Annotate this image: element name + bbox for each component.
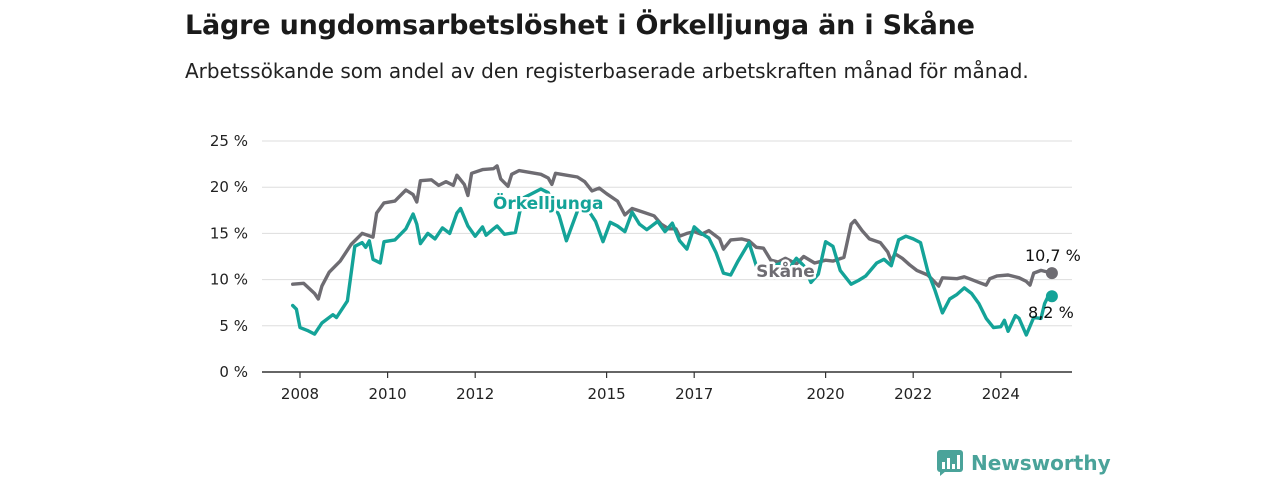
brand-logo: Newsworthy: [937, 448, 1111, 478]
series-labels: 10,7 % 8,2 % Örkelljunga Skåne: [490, 190, 1081, 323]
y-tick-label: 15 %: [210, 224, 248, 242]
end-marker-skane: [1045, 267, 1058, 280]
x-tick-label: 2008: [281, 385, 319, 403]
x-tick-label: 2012: [456, 385, 494, 403]
series-group: [291, 164, 1058, 337]
y-tick-label: 10 %: [210, 271, 248, 289]
x-tick-label: 2010: [369, 385, 407, 403]
chart-subtitle: Arbetssökande som andel av den registerb…: [185, 59, 1029, 83]
bar-chart-icon: [937, 450, 963, 476]
y-axis: 0 % 5 % 10 % 15 % 20 % 25 %: [210, 132, 248, 381]
series-label-orkelljunga: Örkelljunga: [493, 192, 604, 214]
series-line-orkelljunga: [291, 187, 1054, 337]
x-tick-label: 2015: [588, 385, 626, 403]
series-label-skane: Skåne: [756, 260, 815, 282]
x-tick-label: 2020: [807, 385, 845, 403]
x-axis: 2008 2010 2012 2015 2017 2020 2022 2024: [262, 371, 1072, 403]
y-tick-label: 20 %: [210, 178, 248, 196]
x-tick-label: 2022: [894, 385, 932, 403]
end-label-orkelljunga: 8,2 %: [1028, 303, 1074, 322]
chart-title: Lägre ungdomsarbetslöshet i Örkelljunga …: [185, 10, 975, 41]
series-line-skane: [291, 164, 1054, 301]
y-tick-label: 5 %: [219, 317, 248, 335]
grid-lines: [262, 140, 1072, 327]
end-label-skane: 10,7 %: [1025, 246, 1081, 265]
brand-name: Newsworthy: [971, 451, 1111, 475]
y-tick-label: 0 %: [219, 363, 248, 381]
x-tick-label: 2024: [982, 385, 1020, 403]
end-marker-orkelljunga: [1045, 290, 1058, 303]
x-tick-label: 2017: [675, 385, 713, 403]
y-tick-label: 25 %: [210, 132, 248, 150]
